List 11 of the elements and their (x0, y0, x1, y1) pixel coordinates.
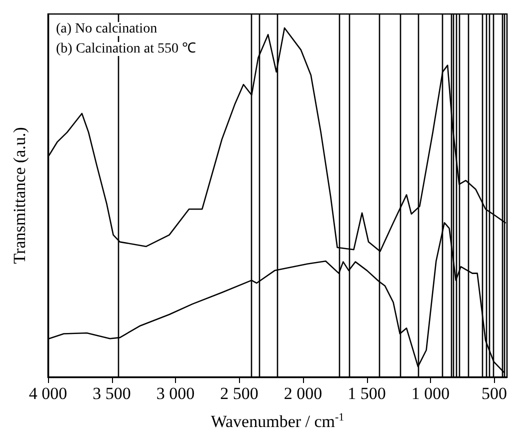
annotation: (b) Calcination at 550 ℃ (56, 42, 196, 56)
x-tick-label: 3 000 (156, 384, 195, 403)
x-tick-label: 1 500 (348, 384, 386, 403)
x-tick-label: 2 500 (220, 384, 258, 403)
x-tick-label: 4 000 (28, 384, 68, 403)
x-tick-label: 2 000 (284, 384, 322, 403)
y-axis-title: Transmittance (a.u.) (10, 127, 29, 264)
x-tick-label: 3 500 (92, 384, 131, 403)
x-tick-label: 1 000 (411, 384, 450, 403)
x-tick-label: 500 (482, 384, 507, 403)
annotation: (a) No calcination (56, 22, 158, 36)
